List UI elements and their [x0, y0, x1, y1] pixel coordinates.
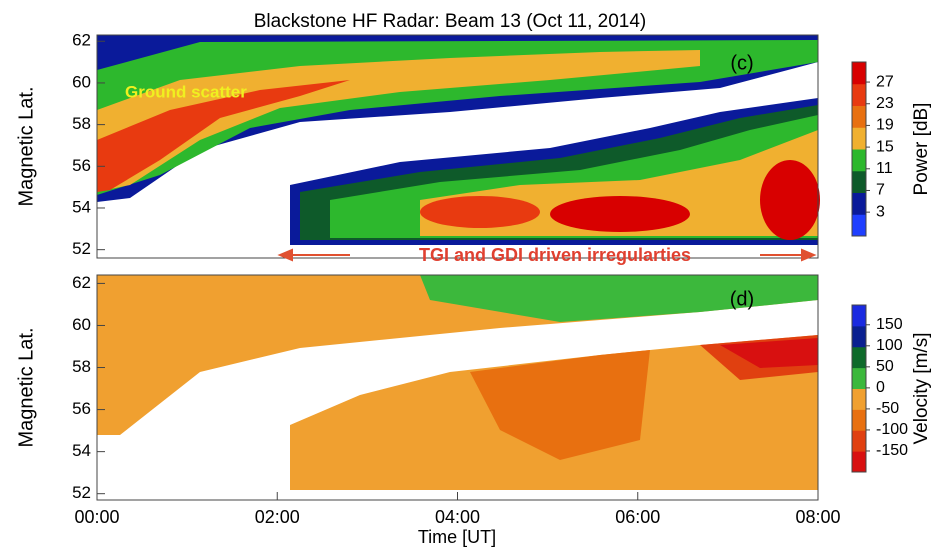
colorbar-tick-label: 100	[876, 337, 903, 354]
colorbar-segment	[852, 214, 866, 237]
y-axis-label: Magnetic Lat.	[15, 327, 37, 447]
panel-label: (d)	[730, 288, 754, 310]
colorbar-segment	[852, 305, 866, 327]
colorbar-tick-label: 11	[876, 160, 893, 177]
colorbar-tick-label: 15	[876, 138, 894, 155]
y-tick-label: 56	[72, 156, 91, 175]
colorbar-tick-label: 23	[876, 95, 894, 112]
colorbar-tick-label: -50	[876, 400, 899, 417]
y-tick-label: 54	[72, 441, 91, 460]
x-tick-label: 06:00	[615, 507, 660, 527]
colorbar-segment	[852, 192, 866, 215]
colorbar-segment	[852, 409, 866, 431]
colorbar-tick-label: 50	[876, 358, 894, 375]
annotation-arrows	[277, 248, 817, 262]
colorbar-label: Velocity [m/s]	[911, 333, 932, 445]
colorbar-segment	[852, 325, 866, 348]
colorbar-tick-label: 3	[876, 203, 885, 220]
y-tick-label: 58	[72, 357, 91, 376]
colorbar-tick-label: 19	[876, 117, 894, 134]
colorbar-segment	[852, 62, 866, 85]
colorbar-segment	[852, 346, 866, 369]
y-tick-label: 62	[72, 273, 91, 292]
colorbar-segment	[852, 149, 866, 172]
x-axis-label: Time [UT]	[418, 527, 496, 547]
colorbar-tick-label: 7	[876, 182, 885, 199]
y-tick-label: 62	[72, 31, 91, 50]
y-tick-label: 56	[72, 399, 91, 418]
colorbar-tick-label: -100	[876, 421, 908, 438]
x-tick-label: 00:00	[74, 507, 119, 527]
x-tick-label: 04:00	[435, 507, 480, 527]
colorbar-frame	[851, 304, 867, 473]
colorbar-tick-label: 27	[876, 73, 894, 90]
colorbar-segment	[852, 127, 866, 150]
power-field	[96, 34, 820, 259]
x-tick-label: 08:00	[795, 507, 840, 527]
annotation: Ground scatter	[125, 82, 247, 101]
colorbar-segment	[852, 170, 866, 193]
colorbar-tick-label: 0	[876, 379, 885, 396]
chart-title: Blackstone HF Radar: Beam 13 (Oct 11, 20…	[254, 11, 647, 32]
colorbar-tick-label: -150	[876, 442, 908, 459]
colorbar-label: Power [dB]	[911, 103, 932, 196]
y-tick-label: 60	[72, 315, 91, 334]
y-tick-label: 60	[72, 72, 91, 91]
colorbar-tick-label: 150	[876, 316, 903, 333]
y-axis-label: Magnetic Lat.	[15, 86, 37, 206]
colorbar-frame	[851, 61, 867, 237]
y-tick-label: 58	[72, 114, 91, 133]
colorbar-segment	[852, 430, 866, 452]
colorbar-segment	[852, 451, 866, 473]
annotation: TGI and GDI driven irregularties	[419, 245, 691, 265]
colorbar-segment	[852, 388, 866, 410]
velocity-field	[96, 274, 819, 501]
colorbar-segment	[852, 83, 866, 106]
colorbar-segment	[852, 105, 866, 128]
colorbar-segment	[852, 367, 866, 389]
y-tick-label: 54	[72, 197, 91, 216]
x-tick-label: 02:00	[255, 507, 300, 527]
y-tick-label: 52	[72, 239, 91, 258]
panel-label: (c)	[730, 52, 753, 74]
y-tick-label: 52	[72, 483, 91, 502]
